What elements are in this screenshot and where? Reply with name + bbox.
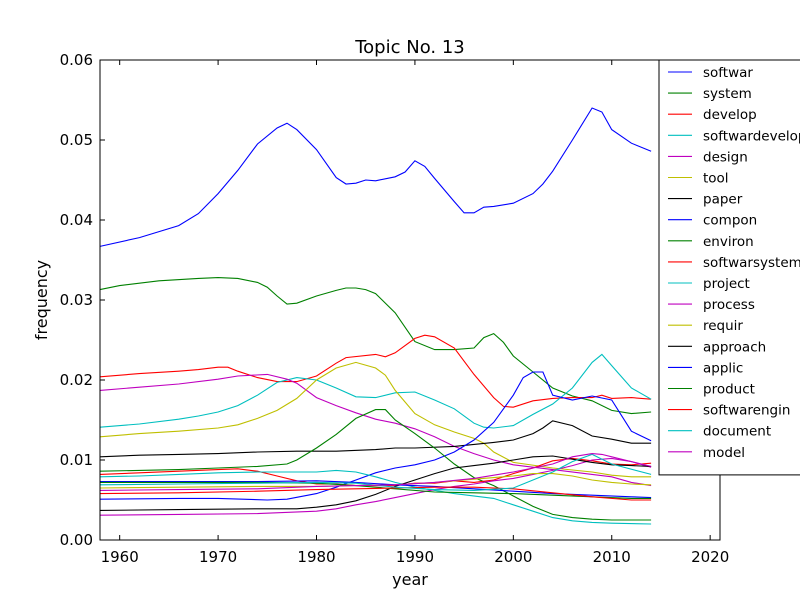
series-line-requir: [99, 473, 652, 489]
y-tick-label: 0.02: [60, 371, 93, 389]
y-tick-label: 0.04: [60, 211, 93, 229]
legend-label-requir: requir: [703, 318, 743, 334]
series-line-develop: [99, 334, 652, 408]
y-tick-label: 0.03: [60, 291, 93, 309]
series-line-paper: [99, 420, 652, 458]
legend-label-product: product: [703, 382, 755, 398]
legend-label-approach: approach: [703, 339, 766, 355]
series-line-model: [99, 453, 652, 491]
legend-label-softwarengin: softwarengin: [703, 403, 790, 419]
legend-label-design: design: [703, 149, 748, 165]
series-line-softwarengin: [99, 486, 652, 501]
y-tick-label: 0.00: [60, 531, 93, 549]
legend-label-applic: applic: [703, 360, 743, 376]
legend-label-project: project: [703, 276, 750, 292]
legend-label-develop: develop: [703, 107, 757, 123]
legend-label-softwardevelop: softwardevelop: [703, 128, 800, 144]
legend: softwarsystemdevelopsoftwardevelopdesign…: [658, 59, 800, 476]
series-line-applic: [100, 480, 652, 499]
legend-label-environ: environ: [703, 234, 754, 250]
legend-label-tool: tool: [703, 171, 729, 187]
chart-title: Topic No. 13: [354, 37, 465, 58]
legend-label-document: document: [703, 424, 771, 440]
legend-label-softwarsystem: softwarsystem: [703, 255, 800, 271]
legend-label-process: process: [703, 297, 755, 313]
x-tick-label: 1970: [199, 548, 237, 566]
series-line-project: [99, 469, 652, 525]
x-tick-label: 1960: [101, 548, 139, 566]
series-line-system: [99, 277, 652, 415]
y-tick-label: 0.05: [60, 131, 93, 149]
series-line-document: [99, 453, 652, 491]
legend-box: [658, 59, 800, 476]
y-axis-label: frequency: [32, 260, 51, 340]
series-line-environ: [99, 409, 652, 521]
x-tick-label: 1990: [396, 548, 434, 566]
x-tick-label: 2000: [494, 548, 532, 566]
series-line-approach: [99, 455, 652, 511]
legend-label-paper: paper: [703, 192, 743, 208]
legend-label-softwar: softwar: [703, 65, 753, 81]
plot-lines: [99, 107, 652, 525]
x-tick-label: 2010: [593, 548, 631, 566]
x-axis-label: year: [392, 570, 428, 589]
legend-label-system: system: [703, 86, 752, 102]
series-line-design: [99, 373, 652, 487]
y-tick-label: 0.01: [60, 451, 93, 469]
series-line-tool: [99, 361, 652, 478]
y-tick-label: 0.06: [60, 51, 93, 69]
series-line-compon: [99, 371, 652, 501]
x-tick-label: 2020: [691, 548, 729, 566]
x-tick-label: 1980: [297, 548, 335, 566]
series-line-softwar: [99, 107, 652, 247]
legend-label-compon: compon: [703, 213, 757, 229]
legend-label-model: model: [703, 445, 745, 461]
series-line-softwardevelop: [99, 353, 652, 429]
